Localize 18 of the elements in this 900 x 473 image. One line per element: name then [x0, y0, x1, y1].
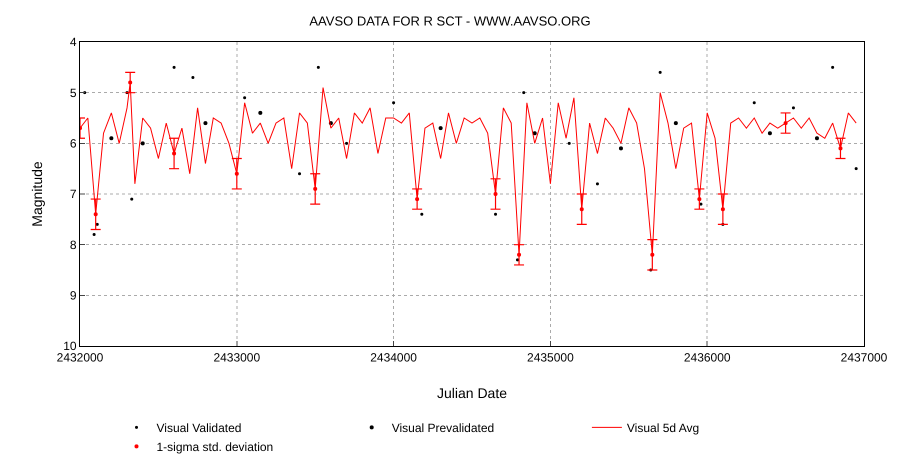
legend-label: Visual Prevalidated [392, 421, 494, 436]
x-tick-label: 2433000 [213, 350, 260, 364]
y-tick-label: 8 [70, 238, 77, 252]
y-tick-label: 5 [70, 86, 77, 100]
y-tick-label: 7 [70, 187, 77, 202]
chart-title: AAVSO DATA FOR R SCT - WWW.AAVSO.ORG [309, 14, 591, 29]
x-tick-label: 2437000 [840, 350, 888, 364]
x-tick-label: 2435000 [527, 350, 574, 364]
y-tick-label: 6 [70, 136, 77, 151]
x-axis-title: Julian Date [436, 385, 508, 401]
legend-label: Visual Validated [156, 421, 242, 436]
legend-label: Visual 5d Avg [626, 421, 700, 436]
y-tick-label: 4 [70, 35, 77, 50]
legend-label: 1-sigma std. deviation [156, 440, 274, 454]
x-tick-label: 2434000 [370, 350, 418, 364]
y-axis-title: Magnitude [29, 161, 45, 227]
y-tick-label: 9 [70, 288, 77, 303]
x-tick-label: 2436000 [684, 350, 731, 364]
